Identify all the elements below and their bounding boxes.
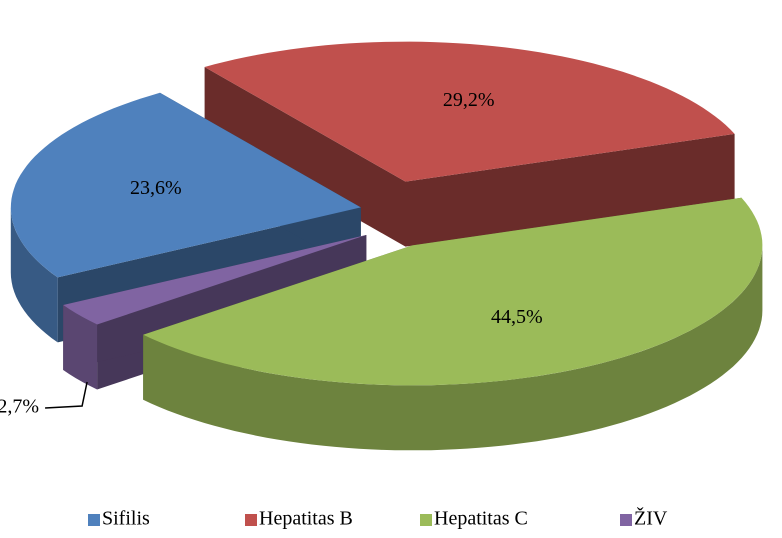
data-label: 2,7% <box>0 396 39 418</box>
legend-label: Hepatitas C <box>434 508 528 530</box>
slice-side <box>405 133 735 247</box>
slice <box>143 197 763 451</box>
slice <box>63 235 367 325</box>
legend-swatch <box>88 514 100 526</box>
slice <box>143 197 763 386</box>
data-label: 44,5% <box>491 306 543 328</box>
legend-label: Hepatitas B <box>259 508 353 530</box>
legend-label: Sifilis <box>102 508 150 530</box>
legend-swatch <box>420 514 432 526</box>
slice-side <box>204 67 406 247</box>
legend-swatch <box>620 514 632 526</box>
data-label: 23,6% <box>130 177 182 199</box>
legend-swatch <box>245 514 257 526</box>
slice-wall <box>143 245 763 451</box>
slice-wall <box>10 207 58 343</box>
leader-line <box>45 381 88 409</box>
legend-label: ŽIV <box>634 507 668 530</box>
slice <box>204 41 735 182</box>
slice-side <box>63 235 367 370</box>
slice <box>204 41 735 247</box>
slice-wall <box>63 305 98 390</box>
data-label: 29,2% <box>443 89 495 111</box>
slice <box>10 92 361 278</box>
